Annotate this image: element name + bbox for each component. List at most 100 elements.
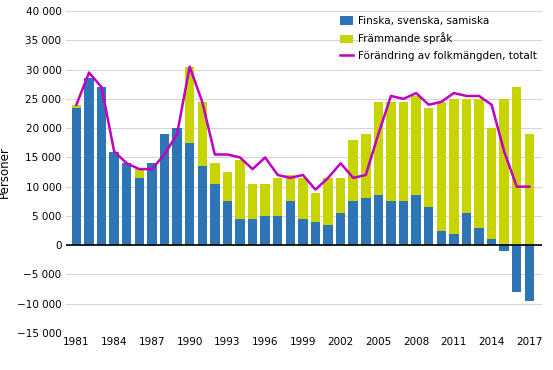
Bar (273, 216, 283, 245)
Bar (311, 222, 320, 245)
Förändring av folkmängden, totalt (111, 149, 117, 154)
Y-axis label: Personer: Personer (0, 146, 11, 198)
Bar (223, 201, 232, 245)
Bar (72, 105, 81, 108)
Bar (399, 201, 408, 245)
Bar (462, 213, 471, 245)
Bar (109, 152, 119, 245)
Bar (336, 213, 346, 245)
Bar (223, 172, 232, 201)
Bar (487, 239, 497, 245)
Förändring av folkmängden, totalt (136, 167, 143, 171)
Bar (185, 143, 194, 245)
Bar (512, 245, 521, 292)
Bar (411, 96, 421, 195)
Förändring av folkmängden, totalt (400, 97, 407, 101)
Bar (399, 102, 408, 201)
Förändring av folkmängden, totalt (488, 102, 495, 107)
Förändring av folkmängden, totalt (186, 64, 193, 69)
Förändring av folkmängden, totalt (388, 94, 394, 98)
Bar (210, 184, 220, 245)
Förändring av folkmängden, totalt (451, 91, 457, 95)
Förändring av folkmängden, totalt (362, 173, 369, 177)
Förändring av folkmängden, totalt (174, 132, 180, 136)
Bar (134, 169, 144, 178)
Förändring av folkmängden, totalt (325, 176, 331, 180)
Bar (210, 163, 220, 184)
Förändring av folkmängden, totalt (463, 94, 469, 98)
Bar (436, 231, 446, 245)
Bar (474, 228, 484, 245)
Förändring av folkmängden, totalt (287, 176, 294, 180)
Bar (160, 134, 169, 245)
Förändring av folkmängden, totalt (425, 102, 432, 107)
Förändring av folkmängden, totalt (526, 185, 533, 189)
Förändring av folkmängden, totalt (199, 100, 206, 104)
Förändring av folkmängden, totalt (274, 173, 281, 177)
Bar (324, 178, 333, 225)
Bar (84, 78, 93, 245)
Förändring av folkmängden, totalt (262, 155, 268, 159)
Bar (134, 178, 144, 245)
Bar (197, 102, 207, 166)
Bar (248, 219, 257, 245)
Förändring av folkmängden, totalt (513, 185, 520, 189)
Bar (235, 219, 245, 245)
Förändring av folkmängden, totalt (375, 132, 382, 136)
Bar (324, 225, 333, 245)
Bar (285, 175, 295, 201)
Bar (336, 178, 346, 213)
Bar (487, 128, 497, 239)
Förändring av folkmängden, totalt (73, 102, 80, 107)
Bar (525, 245, 534, 301)
Bar (374, 102, 383, 195)
Bar (235, 160, 245, 219)
Bar (260, 216, 270, 245)
Bar (173, 128, 182, 245)
Förändring av folkmängden, totalt (312, 187, 319, 192)
Bar (348, 140, 358, 201)
Bar (97, 87, 106, 245)
Bar (386, 201, 396, 245)
Bar (311, 192, 320, 222)
Bar (122, 163, 132, 245)
Förändring av folkmängden, totalt (149, 167, 155, 171)
Bar (449, 233, 458, 245)
Bar (72, 108, 81, 245)
Bar (512, 87, 521, 245)
Bar (436, 102, 446, 231)
Legend: Finska, svenska, samiska, Främmande språk, Förändring av folkmängden, totalt: Finska, svenska, samiska, Främmande språ… (340, 16, 537, 61)
Bar (348, 201, 358, 245)
Förändring av folkmängden, totalt (249, 167, 256, 171)
Bar (499, 245, 509, 251)
Bar (197, 166, 207, 245)
Bar (248, 184, 257, 219)
Förändring av folkmängden, totalt (123, 161, 130, 165)
Bar (260, 184, 270, 216)
Bar (298, 219, 307, 245)
Bar (449, 99, 458, 233)
Förändring av folkmängden, totalt (211, 152, 218, 157)
Bar (285, 201, 295, 245)
Bar (424, 207, 434, 245)
Förändring av folkmängden, totalt (161, 152, 168, 157)
Bar (361, 198, 371, 245)
Förändring av folkmängden, totalt (413, 91, 419, 95)
Förändring av folkmängden, totalt (438, 100, 445, 104)
Line: Förändring av folkmängden, totalt: Förändring av folkmängden, totalt (76, 67, 529, 189)
Bar (424, 108, 434, 207)
Förändring av folkmängden, totalt (350, 176, 357, 180)
Bar (298, 178, 307, 219)
Bar (185, 67, 194, 143)
Förändring av folkmängden, totalt (300, 173, 306, 177)
Förändring av folkmängden, totalt (501, 149, 508, 154)
Bar (273, 178, 283, 216)
Förändring av folkmängden, totalt (98, 85, 105, 90)
Bar (147, 163, 156, 245)
Bar (374, 195, 383, 245)
Bar (462, 99, 471, 213)
Förändring av folkmängden, totalt (237, 155, 243, 159)
Förändring av folkmängden, totalt (476, 94, 482, 98)
Förändring av folkmängden, totalt (224, 152, 231, 157)
Bar (499, 99, 509, 245)
